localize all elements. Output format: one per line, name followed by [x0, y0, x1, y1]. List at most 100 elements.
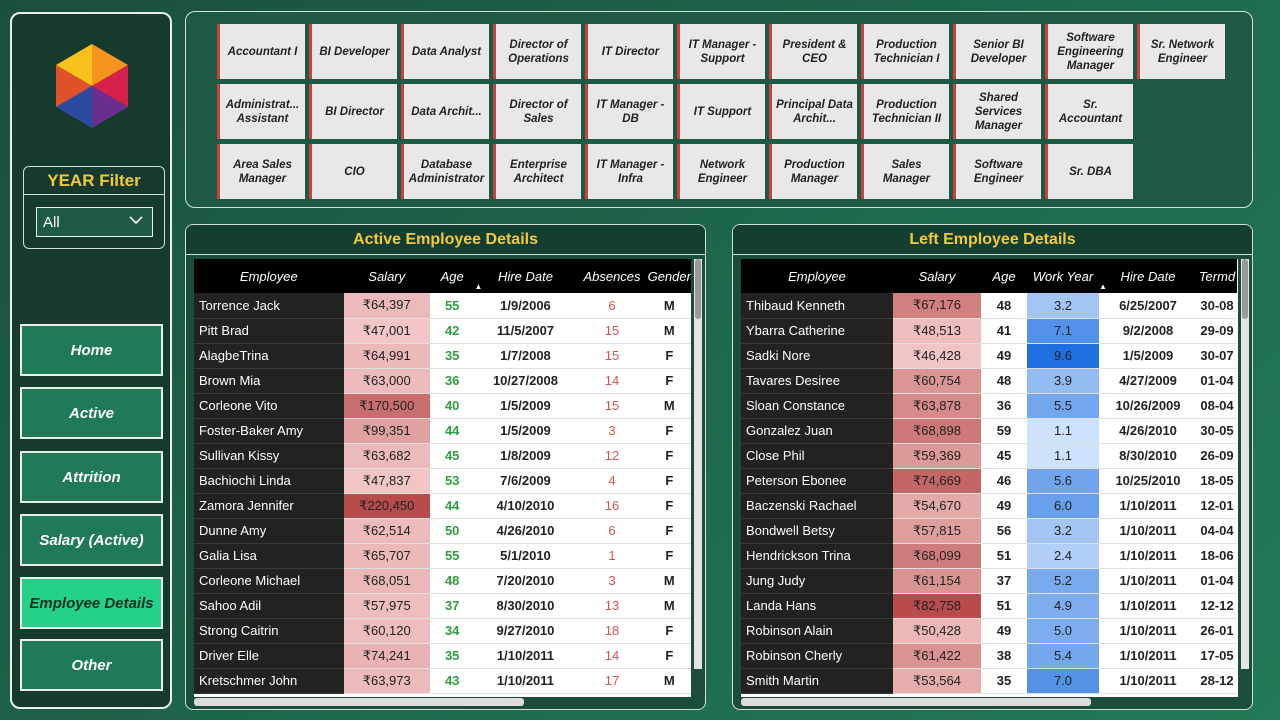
table-row[interactable]: AlagbeTrina ₹64,991 35 1/7/2008 15 F: [194, 343, 691, 369]
job-filter-chip[interactable]: Sr. Accountant: [1045, 84, 1133, 139]
job-filter-chip[interactable]: IT Support: [677, 84, 765, 139]
job-filter-chip[interactable]: Principal Data Archit...: [769, 84, 857, 139]
table-row[interactable]: Bachiochi Linda ₹47,837 53 7/6/2009 4 F: [194, 468, 691, 494]
job-filter-chip[interactable]: BI Developer: [309, 24, 397, 79]
job-filter-chip[interactable]: Data Analyst: [401, 24, 489, 79]
column-header[interactable]: Gender: [647, 259, 691, 293]
table-row[interactable]: Strong Caitrin ₹60,120 34 9/27/2010 18 F: [194, 618, 691, 644]
table-row[interactable]: Baczenski Rachael ₹54,670 49 6.0 1/10/2011 12…: [741, 493, 1237, 519]
column-header[interactable]: Termd: [1197, 259, 1237, 293]
job-filter-chip[interactable]: IT Director: [585, 24, 673, 79]
column-header-label: Absences: [583, 268, 641, 284]
table-row[interactable]: Robinson Cherly ₹61,422 38 5.4 1/10/2011 17-0…: [741, 643, 1237, 669]
table-row[interactable]: Sullivan Kissy ₹63,682 45 1/8/2009 12 F: [194, 443, 691, 469]
column-header[interactable]: Hire Date ▲: [474, 259, 577, 293]
job-filter-chip[interactable]: BI Director: [309, 84, 397, 139]
active-vertical-scrollbar[interactable]: [694, 259, 702, 669]
table-row[interactable]: Sahoo Adil ₹57,975 37 8/30/2010 13 M: [194, 593, 691, 619]
table-row[interactable]: Corleone Vito ₹170,500 40 1/5/2009 15 M: [194, 393, 691, 419]
job-filter-chip[interactable]: Enterprise Architect: [493, 144, 581, 199]
scroll-thumb[interactable]: [1242, 259, 1248, 319]
year-filter-dropdown[interactable]: All: [36, 207, 153, 237]
job-filter-chip[interactable]: Director of Operations: [493, 24, 581, 79]
table-row[interactable]: Torrence Jack ₹64,397 55 1/9/2006 6 M: [194, 293, 691, 319]
table-row[interactable]: Brown Mia ₹63,000 36 10/27/2008 14 F: [194, 368, 691, 394]
table-row[interactable]: Peterson Ebonee ₹74,669 46 5.6 10/25/2010 18-…: [741, 468, 1237, 494]
active-employee-grid[interactable]: Employee Salary Age Hire Date ▲ Absences Gende…: [194, 259, 691, 697]
job-filter-chip[interactable]: Production Technician II: [861, 84, 949, 139]
table-row[interactable]: Landa Hans ₹82,758 51 4.9 1/10/2011 12-12: [741, 593, 1237, 619]
job-filter-chip[interactable]: Software Engineering Manager: [1045, 24, 1133, 79]
column-header[interactable]: Age: [429, 259, 475, 293]
nav-active-button[interactable]: Active: [20, 387, 163, 439]
job-filter-chip[interactable]: Data Archit...: [401, 84, 489, 139]
job-filter-chip[interactable]: IT Manager - DB: [585, 84, 673, 139]
job-filter-chip[interactable]: Area Sales Manager: [217, 144, 305, 199]
table-cell: F: [647, 418, 691, 444]
table-cell: 12-12: [1197, 593, 1237, 619]
table-row[interactable]: Tavares Desiree ₹60,754 48 3.9 4/27/2009 01-0…: [741, 368, 1237, 394]
left-employee-grid[interactable]: Employee Salary Age Work Year Hire Date ▲ Term…: [741, 259, 1238, 697]
job-filter-chip[interactable]: IT Manager - Infra: [585, 144, 673, 199]
table-cell: ₹46,428: [893, 343, 981, 369]
column-header[interactable]: Work Year: [1027, 259, 1099, 293]
nav-other-button[interactable]: Other: [20, 639, 163, 691]
table-row[interactable]: Gonzalez Juan ₹68,898 59 1.1 4/26/2010 30-05: [741, 418, 1237, 444]
table-row[interactable]: Sadki Nore ₹46,428 49 9.6 1/5/2009 30-07: [741, 343, 1237, 369]
nav-attrition-button[interactable]: Attrition: [20, 451, 163, 503]
table-row[interactable]: Zamora Jennifer ₹220,450 44 4/10/2010 16 F: [194, 493, 691, 519]
table-row[interactable]: Ybarra Catherine ₹48,513 41 7.1 9/2/2008 29-0…: [741, 318, 1237, 344]
job-filter-chip[interactable]: IT Manager - Support: [677, 24, 765, 79]
column-header[interactable]: Salary: [343, 259, 430, 293]
table-row[interactable]: Close Phil ₹59,369 45 1.1 8/30/2010 26-09: [741, 443, 1237, 469]
job-filter-chip[interactable]: Production Manager: [769, 144, 857, 199]
table-row[interactable]: Thibaud Kenneth ₹67,176 48 3.2 6/25/2007 30-0…: [741, 293, 1237, 319]
job-filter-chip[interactable]: Database Administrator: [401, 144, 489, 199]
table-row[interactable]: Sloan Constance ₹63,878 36 5.5 10/26/2009 08-…: [741, 393, 1237, 419]
chevron-down-icon: [129, 216, 143, 225]
left-vertical-scrollbar[interactable]: [1241, 259, 1249, 669]
table-row[interactable]: Kretschmer John ₹63,973 43 1/10/2011 17 M: [194, 668, 691, 694]
column-header[interactable]: Age: [981, 259, 1027, 293]
table-cell: 4/10/2010: [474, 493, 577, 519]
job-filter-chip[interactable]: Accountant I: [217, 24, 305, 79]
job-filter-chip[interactable]: Sr. Network Engineer: [1137, 24, 1225, 79]
scroll-thumb[interactable]: [695, 259, 701, 319]
column-header[interactable]: Absences: [576, 259, 648, 293]
job-filter-chip[interactable]: Network Engineer: [677, 144, 765, 199]
table-cell: 18-05: [1197, 468, 1237, 494]
nav-employee-details-button[interactable]: Employee Details: [20, 577, 163, 629]
table-row[interactable]: Robinson Alain ₹50,428 49 5.0 1/10/2011 26-01: [741, 618, 1237, 644]
table-row[interactable]: Corleone Michael ₹68,051 48 7/20/2010 3 M: [194, 568, 691, 594]
job-filter-chip[interactable]: Sr. DBA: [1045, 144, 1133, 199]
active-horizontal-scrollbar[interactable]: [194, 698, 524, 706]
job-filter-chip[interactable]: Administrat... Assistant: [217, 84, 305, 139]
table-row[interactable]: Dunne Amy ₹62,514 50 4/26/2010 6 F: [194, 518, 691, 544]
column-header[interactable]: Hire Date ▲: [1099, 259, 1197, 293]
nav-salary-active-button[interactable]: Salary (Active): [20, 514, 163, 566]
column-header[interactable]: Employee: [741, 259, 893, 293]
table-cell: 41: [981, 318, 1027, 344]
job-filter-chip[interactable]: Shared Services Manager: [953, 84, 1041, 139]
table-row[interactable]: Driver Elle ₹74,241 35 1/10/2011 14 F: [194, 643, 691, 669]
table-cell: 48: [429, 568, 475, 594]
table-row[interactable]: Galia Lisa ₹65,707 55 5/1/2010 1 F: [194, 543, 691, 569]
column-header-label: Work Year: [1032, 268, 1094, 284]
table-row[interactable]: Hendrickson Trina ₹68,099 51 2.4 1/10/2011 18…: [741, 543, 1237, 569]
job-filter-chip[interactable]: Software Engineer: [953, 144, 1041, 199]
table-row[interactable]: Pitt Brad ₹47,001 42 11/5/2007 15 M: [194, 318, 691, 344]
job-filter-chip[interactable]: Senior BI Developer: [953, 24, 1041, 79]
table-row[interactable]: Foster-Baker Amy ₹99,351 44 1/5/2009 3 F: [194, 418, 691, 444]
nav-home-button[interactable]: Home: [20, 324, 163, 376]
table-row[interactable]: Bondwell Betsy ₹57,815 56 3.2 1/10/2011 04-04: [741, 518, 1237, 544]
column-header[interactable]: Salary: [893, 259, 981, 293]
left-horizontal-scrollbar[interactable]: [741, 698, 1091, 706]
table-row[interactable]: Jung Judy ₹61,154 37 5.2 1/10/2011 01-04: [741, 568, 1237, 594]
job-filter-chip[interactable]: Director of Sales: [493, 84, 581, 139]
table-row[interactable]: Smith Martin ₹53,564 35 7.0 1/10/2011 28-12: [741, 668, 1237, 694]
job-filter-chip[interactable]: President & CEO: [769, 24, 857, 79]
job-filter-chip[interactable]: CIO: [309, 144, 397, 199]
job-filter-chip[interactable]: Sales Manager: [861, 144, 949, 199]
job-filter-chip[interactable]: Production Technician I: [861, 24, 949, 79]
column-header[interactable]: Employee: [194, 259, 344, 293]
